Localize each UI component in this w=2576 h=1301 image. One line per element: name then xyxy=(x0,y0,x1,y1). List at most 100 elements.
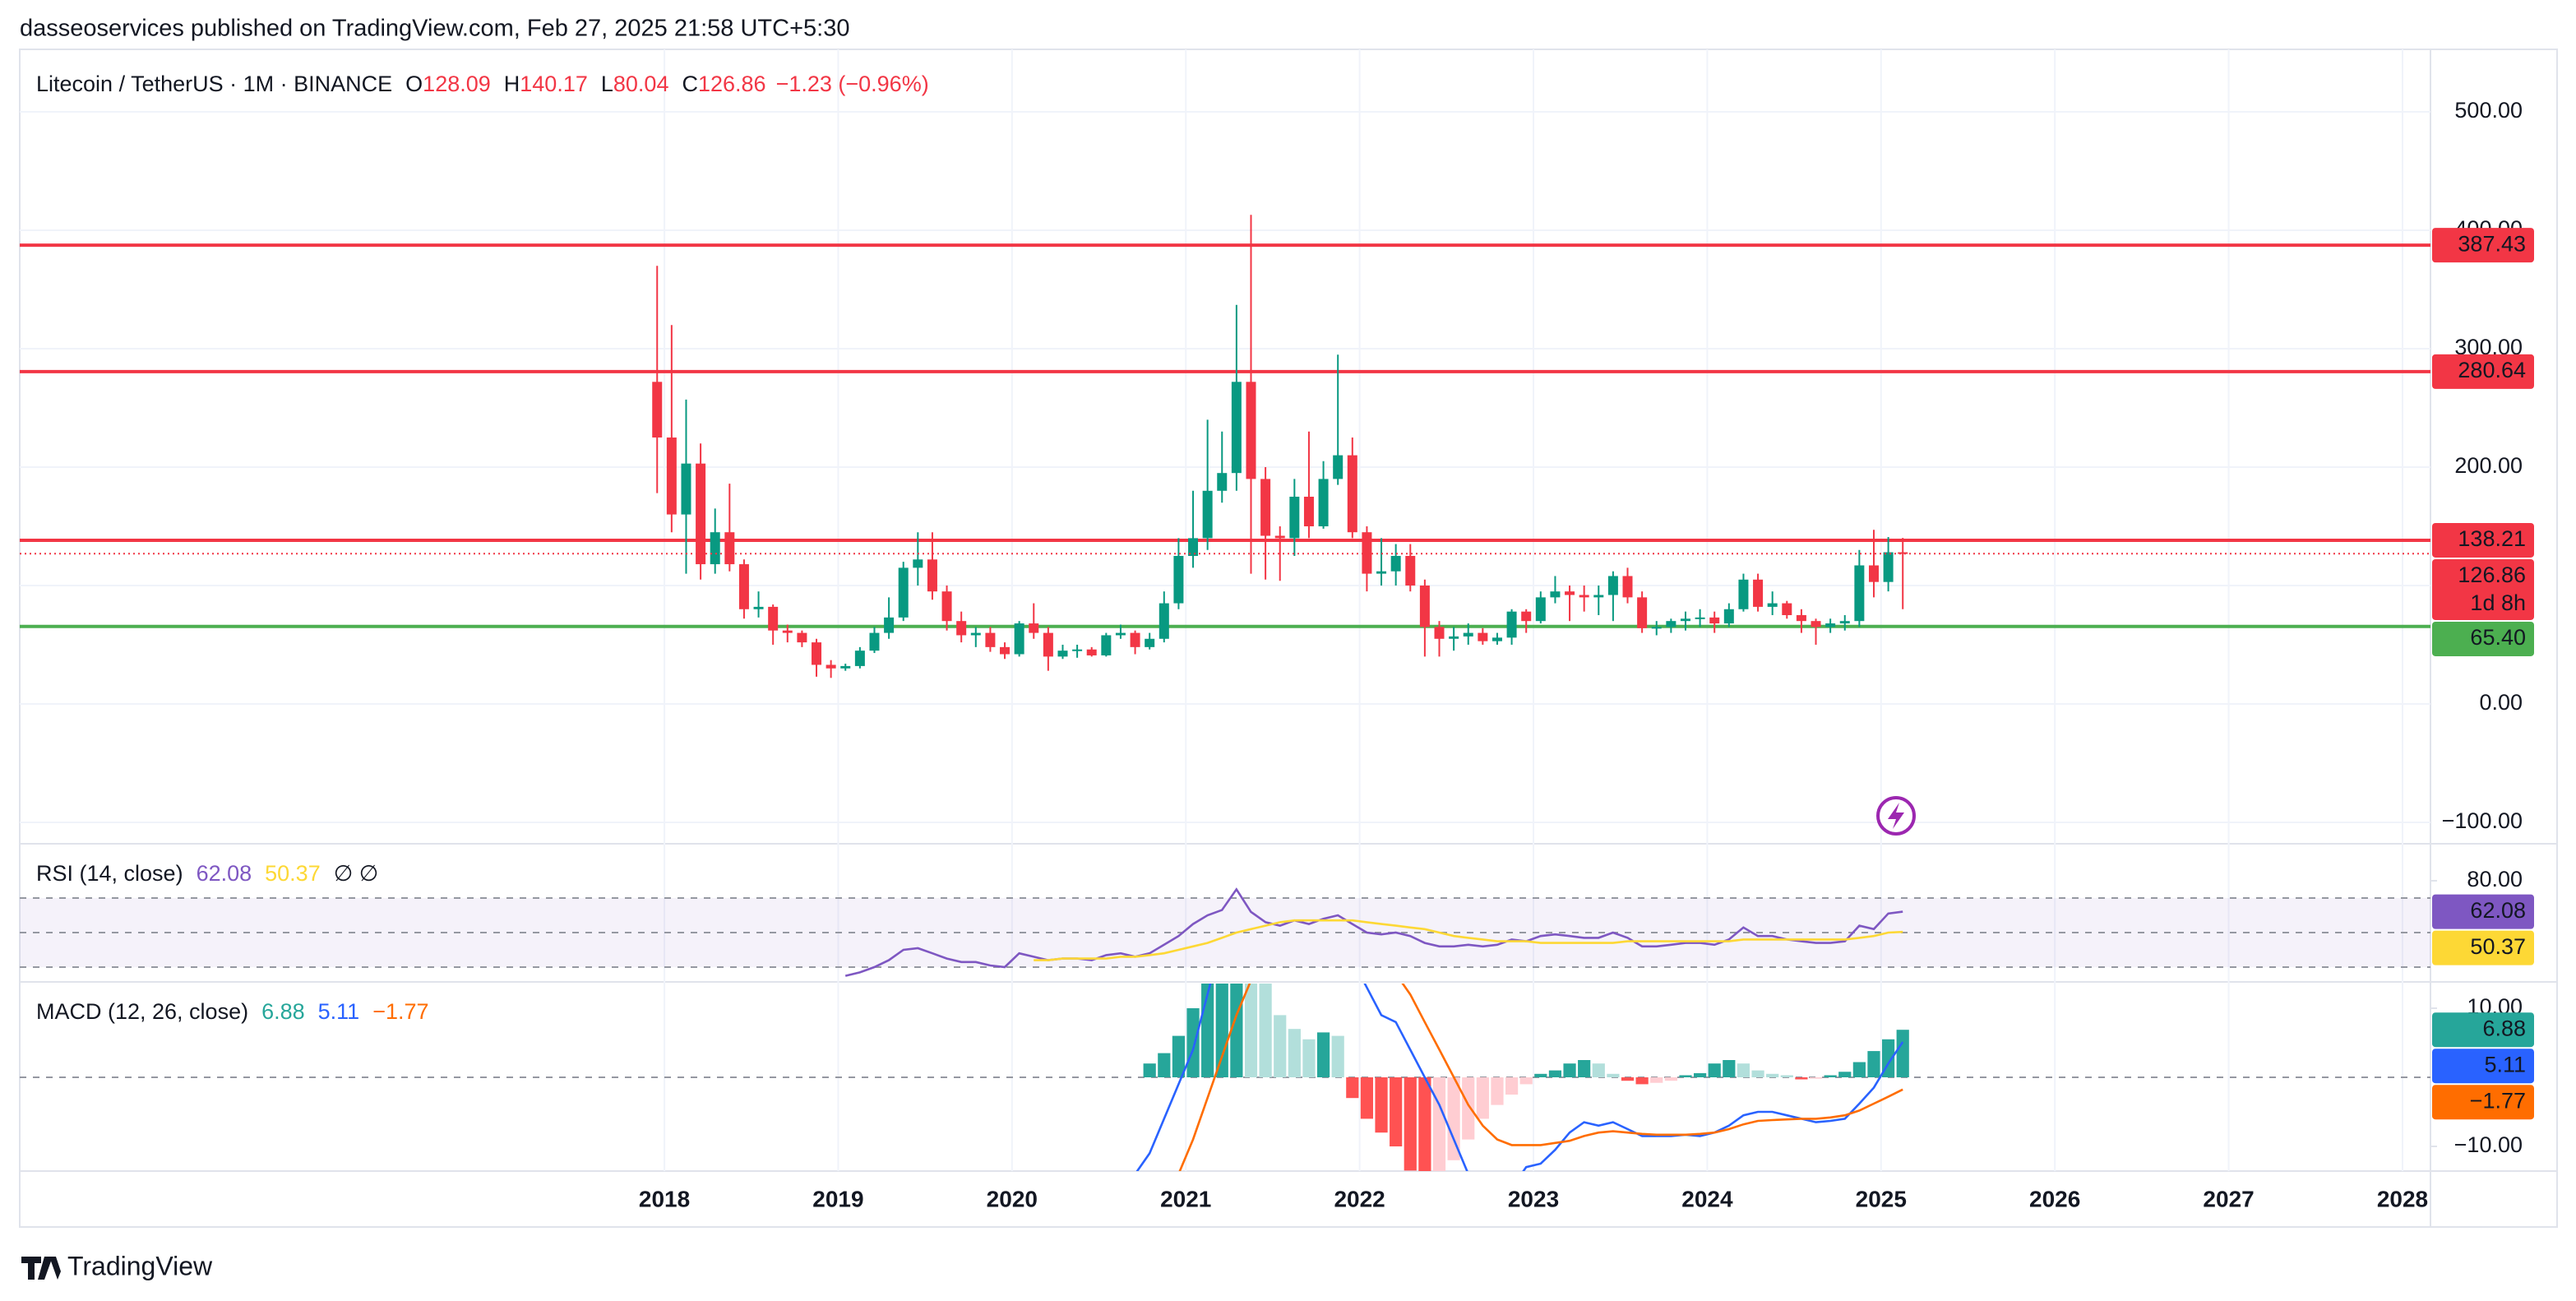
last-price-label: 1d 8h xyxy=(2470,590,2526,615)
candle-body xyxy=(1000,646,1011,655)
candle-body xyxy=(1565,591,1575,595)
candle-body xyxy=(1579,595,1589,598)
legend-extra: ∅ ∅ xyxy=(334,861,379,886)
price-pane xyxy=(20,215,2430,678)
candle-body xyxy=(738,564,749,609)
frame xyxy=(19,49,2558,1228)
value-label: 5.11 xyxy=(2484,1052,2526,1076)
alert-icon[interactable] xyxy=(1876,796,1916,836)
histogram-bar xyxy=(1143,1063,1156,1077)
histogram-bar xyxy=(1505,1077,1519,1095)
legend-title: RSI (14, close) xyxy=(36,861,183,886)
value-label: 6.88 xyxy=(2482,1016,2526,1040)
candle-body xyxy=(1839,621,1850,624)
candle-body xyxy=(884,617,895,633)
histogram-bar xyxy=(1592,1063,1605,1077)
histogram-bar xyxy=(1331,1035,1344,1077)
histogram-bar xyxy=(1795,1077,1808,1080)
x-tick-label: 2020 xyxy=(987,1186,1038,1211)
chart-title: Litecoin / TetherUS · 1M · BINANCE O128.0… xyxy=(36,72,929,96)
candle-body xyxy=(1390,555,1401,572)
legend-title: MACD (12, 26, close) xyxy=(36,999,248,1024)
indicator-legend: MACD (12, 26, close) 6.88 5.11 −1.77 xyxy=(36,999,429,1024)
histogram-bar xyxy=(1447,1077,1460,1160)
histogram-bar xyxy=(1548,1070,1562,1077)
candle-body xyxy=(1854,565,1865,622)
rsi-band xyxy=(20,897,2430,968)
histogram-bar xyxy=(1723,1059,1736,1077)
candle-body xyxy=(1666,621,1676,627)
histogram-bar xyxy=(1852,1062,1866,1077)
candle-body xyxy=(1405,555,1416,586)
candle-body xyxy=(753,606,764,609)
y-tick-label: −100.00 xyxy=(2442,808,2523,833)
candle-body xyxy=(1767,603,1778,607)
candle-body xyxy=(1709,617,1720,624)
level-label: 387.43 xyxy=(2458,231,2526,256)
legend-value: 62.08 xyxy=(197,861,252,886)
footer: TradingView xyxy=(21,1251,213,1280)
candle-body xyxy=(1898,552,1908,554)
price-box xyxy=(2432,621,2534,656)
candle-body xyxy=(1188,538,1199,556)
histogram-bar xyxy=(1390,1077,1403,1147)
x-tick-label: 2028 xyxy=(2377,1186,2428,1211)
candle-body xyxy=(1723,609,1734,624)
candle-body xyxy=(1043,632,1053,657)
candle-body xyxy=(854,650,865,666)
ohlc-key: O xyxy=(405,72,423,96)
ohlc-key: L xyxy=(601,72,613,96)
histogram-bar xyxy=(1664,1077,1677,1081)
level-label: 65.40 xyxy=(2470,625,2526,650)
candle-body xyxy=(1274,535,1285,539)
candle-body xyxy=(1347,455,1357,533)
histogram-bar xyxy=(1635,1077,1649,1085)
candle-body xyxy=(1521,611,1532,622)
candle-body xyxy=(826,664,836,669)
candle-body xyxy=(1029,623,1039,633)
histogram-bar xyxy=(1534,1073,1547,1077)
published-note: dasseoservices published on TradingView.… xyxy=(20,16,849,42)
candle-body xyxy=(768,606,779,631)
candle-body xyxy=(696,463,706,565)
value-label: −1.77 xyxy=(2470,1088,2526,1113)
candle-body xyxy=(1607,576,1618,595)
candle-body xyxy=(666,438,677,515)
legend-value: 5.11 xyxy=(318,999,360,1024)
histogram-bar xyxy=(1302,1039,1316,1077)
legend-value: 50.37 xyxy=(265,861,321,886)
histogram-bar xyxy=(1621,1077,1635,1081)
histogram-bar xyxy=(1563,1063,1576,1077)
alert-bolt[interactable] xyxy=(1888,803,1904,829)
x-tick-label: 2019 xyxy=(812,1186,863,1211)
y-tick-label: 200.00 xyxy=(2454,453,2523,478)
value-label: 50.37 xyxy=(2470,934,2526,959)
rsi-pane xyxy=(20,887,2430,977)
value-label: 62.08 xyxy=(2470,898,2526,923)
candle-body xyxy=(1101,635,1112,655)
histogram-bar xyxy=(1244,984,1258,1077)
histogram-bar xyxy=(1346,1077,1359,1099)
candle-body xyxy=(1796,614,1806,622)
candle-body xyxy=(1506,611,1517,638)
candle-body xyxy=(840,665,851,669)
candle-body xyxy=(1695,617,1705,619)
x-tick-label: 2027 xyxy=(2203,1186,2254,1211)
candle-body xyxy=(1811,621,1821,627)
price-box xyxy=(2432,354,2534,389)
candle-body xyxy=(1753,579,1764,607)
candle-body xyxy=(1086,649,1097,655)
x-tick-label: 2024 xyxy=(1681,1186,1733,1211)
histogram-bar xyxy=(1737,1063,1750,1077)
x-tick-label: 2018 xyxy=(639,1186,690,1211)
candle-body xyxy=(1883,552,1894,582)
symbol: Litecoin / TetherUS · 1M · BINANCE xyxy=(36,72,392,96)
macd-pane xyxy=(20,984,2430,1171)
histogram-bar xyxy=(1780,1075,1793,1077)
candle-body xyxy=(1868,565,1879,582)
candle-body xyxy=(1014,623,1024,655)
candle-body xyxy=(797,632,807,643)
candle-body xyxy=(1550,591,1561,598)
